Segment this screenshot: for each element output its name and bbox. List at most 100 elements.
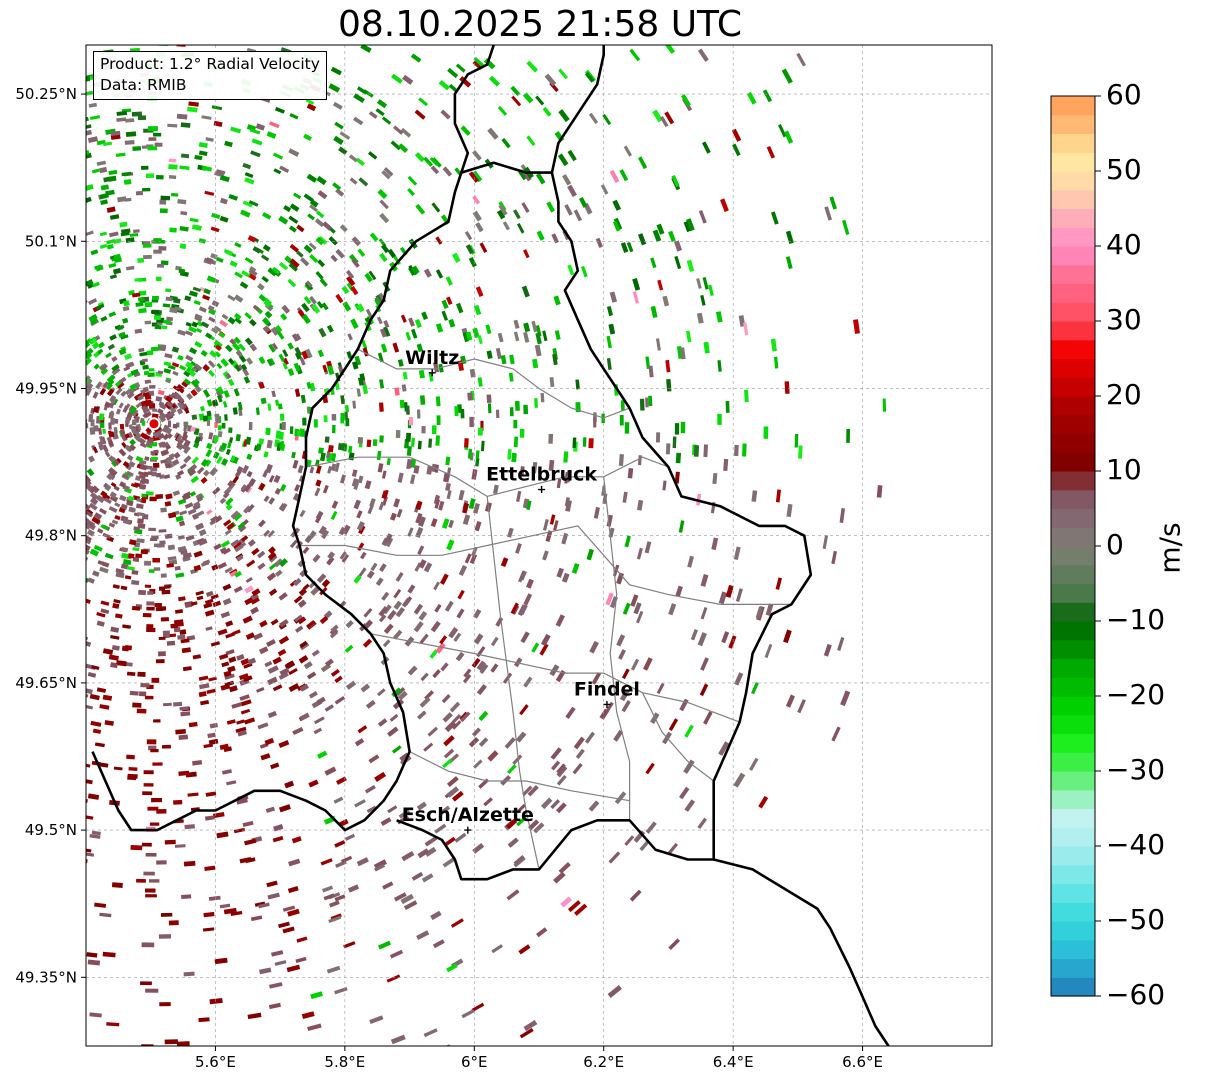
colorbar-tick-label: 60	[1106, 78, 1142, 111]
colorbar-segment	[1051, 789, 1095, 810]
canton-border	[409, 751, 630, 802]
canton-border	[357, 348, 630, 419]
colorbar-tick-label: −10	[1106, 603, 1166, 636]
canton-border	[641, 692, 715, 782]
city-marker: Findel	[574, 678, 640, 708]
colorbar-segment	[1051, 433, 1095, 453]
colorbar-segment	[1051, 283, 1095, 303]
x-tick-label: 6.6°E	[842, 1053, 883, 1071]
y-tick-label: 49.95°N	[15, 379, 77, 397]
city-cross	[464, 826, 472, 834]
radar-velocity-field	[86, 45, 887, 1046]
map-title: 08.10.2025 21:58 UTC	[337, 4, 743, 45]
colorbar-tick-label: 0	[1106, 528, 1124, 561]
x-tick-label: 6.2°E	[583, 1053, 624, 1071]
colorbar-segment	[1051, 114, 1095, 135]
colorbar-segment	[1051, 189, 1095, 210]
colorbar-segment	[1051, 977, 1095, 997]
colorbar-segment	[1051, 452, 1095, 472]
colorbar-segment	[1051, 246, 1095, 266]
colorbar-segment	[1051, 677, 1095, 697]
colorbar-segment	[1051, 846, 1095, 866]
colorbar-segment	[1051, 321, 1095, 341]
colorbar-segment	[1051, 471, 1095, 491]
canton-border	[370, 633, 740, 723]
product-info-box: Product: 1.2° Radial Velocity Data: RMIB	[93, 51, 327, 100]
colorbar-segment	[1051, 771, 1095, 791]
colorbar-tick-label: −30	[1106, 753, 1166, 786]
colorbar-segment	[1051, 489, 1095, 510]
colorbar-segment	[1051, 883, 1095, 903]
colorbar-segment	[1051, 827, 1095, 847]
colorbar-segment	[1051, 921, 1095, 941]
colorbar-segment	[1051, 733, 1095, 753]
colorbar-segment	[1051, 414, 1095, 435]
colorbar-segment	[1051, 939, 1095, 960]
colorbar-tick-label: −60	[1106, 978, 1166, 1011]
colorbar-segment	[1051, 152, 1095, 172]
colorbar-segment	[1051, 227, 1095, 247]
colorbar-segment	[1051, 377, 1095, 397]
city-marker: Wiltz	[405, 347, 459, 377]
data-source-label: Data: RMIB	[100, 76, 187, 94]
city-label: Wiltz	[405, 347, 459, 369]
canton-border	[299, 525, 792, 605]
colorbar-segment	[1051, 302, 1095, 322]
colorbar-segment	[1051, 339, 1095, 360]
colorbar-segment	[1051, 639, 1095, 660]
colorbar-segment	[1051, 396, 1095, 416]
upper-border	[550, 45, 605, 173]
colorbar-segment	[1051, 564, 1095, 585]
city-marker: Esch/Alzette	[402, 804, 534, 834]
colorbar-tick-label: 20	[1106, 378, 1142, 411]
colorbar-segment	[1051, 171, 1095, 191]
map-frame	[85, 44, 993, 1047]
colorbar-segment	[1051, 546, 1095, 566]
colorbar-tick-label: −40	[1106, 828, 1166, 861]
colorbar-tick-label: −50	[1106, 903, 1166, 936]
colorbar-segment	[1051, 621, 1095, 641]
city-markers: Wiltz Ettelbruck Findel Esch/Alzette	[402, 347, 640, 834]
colorbar-segment	[1051, 864, 1095, 885]
city-cross	[538, 486, 546, 494]
canton-border	[603, 476, 631, 821]
borders	[91, 45, 890, 1046]
lux-east-border	[396, 161, 813, 881]
city-cross	[428, 369, 436, 377]
colorbar-segment	[1051, 527, 1095, 547]
colorbar-tick-label: 10	[1106, 453, 1142, 486]
x-tick-label: 5.6°E	[195, 1053, 236, 1071]
colorbar-segment	[1051, 752, 1095, 772]
city-marker: Ettelbruck	[486, 464, 597, 494]
city-label: Ettelbruck	[486, 464, 597, 486]
product-label: Product: 1.2° Radial Velocity	[100, 55, 320, 73]
canton-border	[305, 456, 669, 498]
colorbar-tick-label: 30	[1106, 303, 1142, 336]
y-tick-label: 50.25°N	[15, 85, 77, 103]
colorbar-segment	[1051, 808, 1095, 828]
colorbar-segment	[1051, 902, 1095, 922]
y-tick-label: 49.8°N	[25, 527, 77, 545]
city-label: Findel	[574, 678, 640, 700]
radar-site-marker	[147, 417, 161, 431]
y-tick-label: 49.65°N	[15, 674, 77, 692]
city-label: Esch/Alzette	[402, 804, 534, 826]
colorbar-segment	[1051, 658, 1095, 678]
y-tick-label: 50.1°N	[25, 232, 77, 250]
colorbar-segment	[1051, 602, 1095, 622]
de-fr-border	[713, 858, 890, 1046]
colorbar-segment	[1051, 133, 1095, 153]
colorbar-tick-label: 50	[1106, 153, 1142, 186]
colorbar-segment	[1051, 208, 1095, 228]
radar-site-layer	[147, 417, 161, 431]
colorbar-segment	[1051, 508, 1095, 528]
y-tick-label: 49.35°N	[15, 968, 77, 986]
colorbar-tick-label: −20	[1106, 678, 1166, 711]
colorbar-segment	[1051, 264, 1095, 285]
colorbar-tick-label: 40	[1106, 228, 1142, 261]
colorbar-unit-label: m/s	[1153, 522, 1187, 574]
colorbar-segment	[1051, 696, 1095, 716]
colorbar	[1050, 95, 1101, 997]
y-tick-label: 49.5°N	[25, 821, 77, 839]
